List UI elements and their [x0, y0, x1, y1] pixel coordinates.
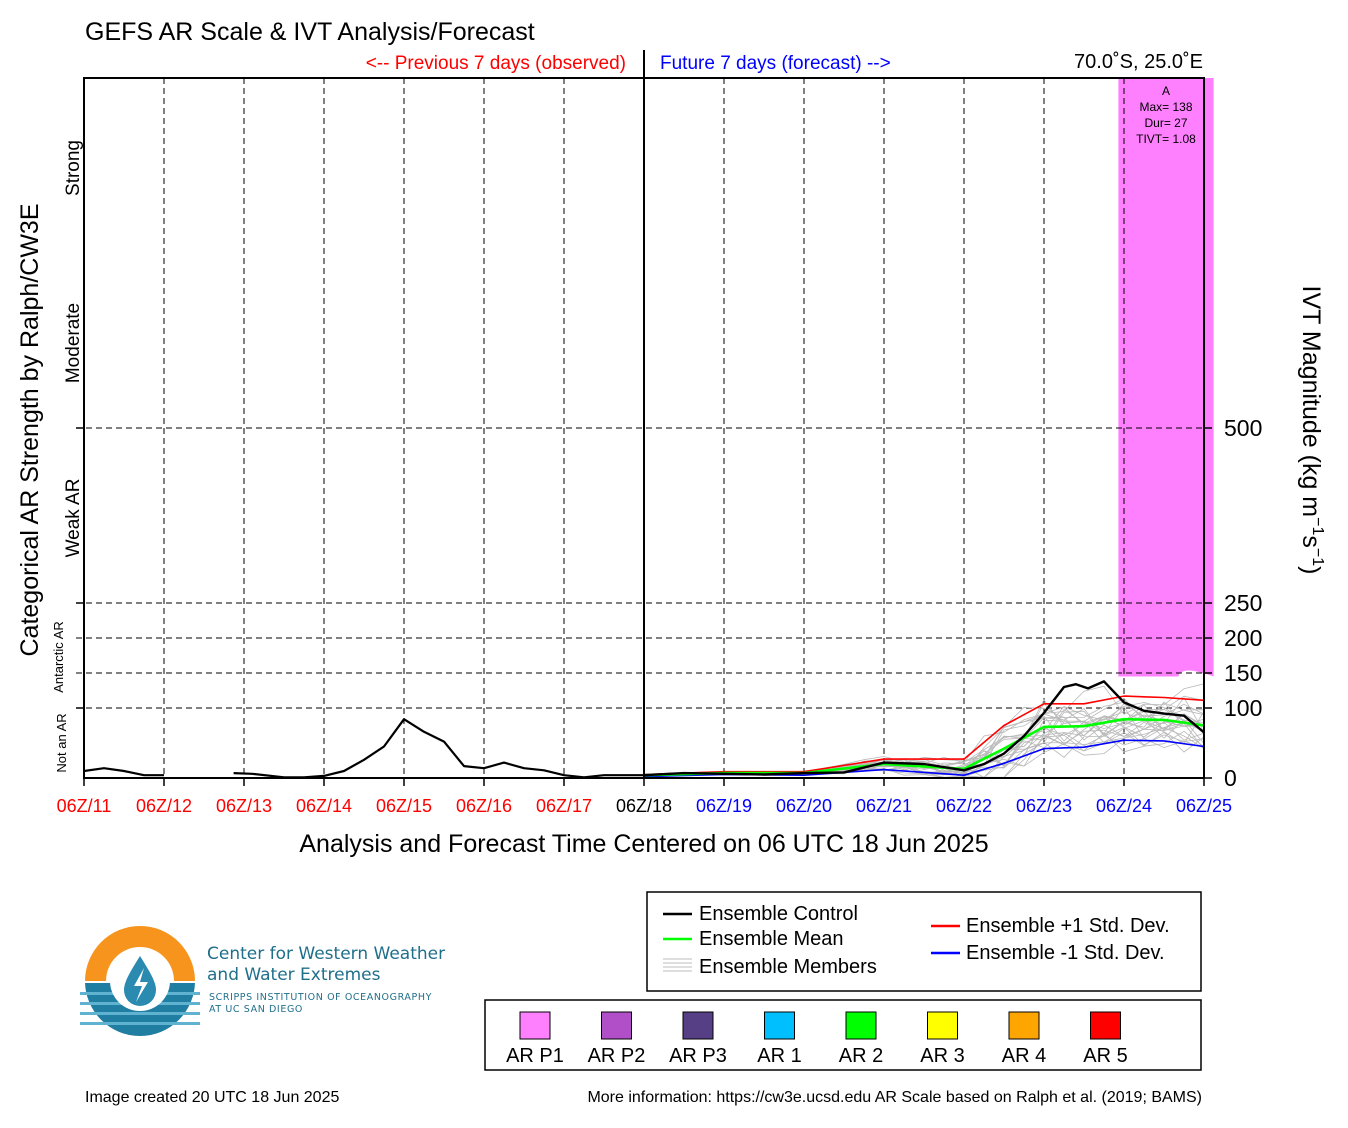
location-label: 70.0˚S, 25.0˚E: [1074, 51, 1203, 73]
x-tick-label: 06Z/20: [776, 796, 832, 816]
x-tick-label: 06Z/17: [536, 796, 592, 816]
logo-line-1: Center for Western Weather: [207, 944, 446, 964]
x-tick-label: 06Z/11: [57, 796, 112, 816]
chart-title: GEFS AR Scale & IVT Analysis/Forecast: [85, 18, 535, 46]
ar-scale-swatch: [845, 1011, 877, 1040]
ar-scale-swatch: [1090, 1011, 1121, 1040]
x-tick-label: 06Z/24: [1096, 796, 1152, 816]
ar-scale-label: AR P3: [669, 1045, 727, 1067]
x-tick-label: 06Z/15: [376, 796, 432, 816]
observed-line: [84, 767, 164, 777]
plot-area: A Max= 138 Dur= 27 TIVT= 1.08: [76, 78, 1214, 778]
ar-scale-label: AR 1: [757, 1045, 801, 1067]
logo-subtitle: SCRIPPS INSTITUTION OF OCEANOGRAPHY AT U…: [209, 992, 432, 1016]
ar-scale-label: AR P2: [588, 1045, 646, 1067]
ylabel-right-sup2: −1: [1309, 548, 1326, 566]
legend-members-label: Ensemble Members: [699, 956, 877, 978]
x-tick-label: 06Z/22: [936, 796, 992, 816]
y-tick-label: 250: [1224, 590, 1262, 616]
category-strong: Strong: [63, 140, 84, 196]
category-not-ar: Not an AR: [54, 713, 69, 772]
ar-scale-label: AR 5: [1083, 1045, 1127, 1067]
x-tick-label: 06Z/13: [216, 796, 272, 816]
future-days-label: Future 7 days (forecast) -->: [660, 53, 891, 74]
plus-std-line: [643, 695, 1204, 776]
ylabel-right-sup1: −1: [1309, 517, 1326, 535]
ar-scale-label: AR P1: [506, 1045, 564, 1067]
x-axis: 06Z/11 06Z/12 06Z/13 06Z/14 06Z/15 06Z/16 06Z/…: [57, 778, 1232, 816]
x-tick-label: 06Z/16: [456, 796, 512, 816]
category-moderate: Moderate: [63, 303, 84, 383]
y-tick-label: 100: [1224, 695, 1262, 721]
legend-plus-label: Ensemble +1 Std. Dev.: [966, 915, 1170, 937]
legend-members-swatch: [663, 958, 692, 972]
ar-event-label: A: [1162, 84, 1170, 98]
y-axis-right: 0 100 150 200 250 500: [1204, 415, 1262, 791]
footer-created: Image created 20 UTC 18 Jun 2025: [85, 1089, 340, 1106]
y-tick-label: 200: [1224, 625, 1262, 651]
ar-scale-swatch: [601, 1011, 632, 1040]
ar-scale-swatch: [1008, 1011, 1040, 1040]
previous-days-label: <-- Previous 7 days (observed): [366, 53, 626, 74]
legend-control-label: Ensemble Control: [699, 903, 858, 925]
footer-info: More information: https://cw3e.ucsd.edu …: [587, 1089, 1202, 1106]
category-antarctic: Antarctic AR: [51, 621, 66, 693]
x-tick-label: 06Z/23: [1016, 796, 1072, 816]
x-tick-label: 06Z/18: [616, 796, 672, 816]
x-axis-label: Analysis and Forecast Time Centered on 0…: [299, 830, 988, 858]
legend-mean-label: Ensemble Mean: [699, 928, 844, 950]
x-tick-label: 06Z/25: [1176, 796, 1232, 816]
series-legend-box: [646, 891, 1202, 992]
series-group: [84, 680, 1204, 778]
legend-minus-label: Ensemble -1 Std. Dev.: [966, 942, 1165, 964]
category-weak: Weak AR: [63, 479, 84, 558]
ar-event-max: Max= 138: [1139, 100, 1192, 114]
observed-line: [233, 718, 644, 778]
y-tick-label: 500: [1224, 415, 1262, 441]
ar-scale-label: AR 2: [839, 1045, 883, 1067]
ar-scale-legend: AR P1 AR P2 AR P3 AR 1 AR 2 AR 3 AR 4 AR 5: [506, 1011, 1128, 1067]
y-tick-label: 0: [1224, 765, 1237, 791]
ensemble-control-line: [643, 680, 1204, 777]
ylabel-right-b: s: [1297, 535, 1325, 548]
ar-scale-label: AR 4: [1002, 1045, 1046, 1067]
logo-sub-1: SCRIPPS INSTITUTION OF OCEANOGRAPHY: [209, 992, 432, 1003]
y-axis-label-left: Categorical AR Strength by Ralph/CW3E: [16, 204, 44, 657]
y-tick-label: 150: [1224, 660, 1262, 686]
x-tick-label: 06Z/19: [696, 796, 752, 816]
ar-scale-swatch: [519, 1011, 551, 1040]
ar-event-tivt: TIVT= 1.08: [1136, 132, 1196, 146]
x-tick-label: 06Z/21: [856, 796, 912, 816]
logo-line-2: and Water Extremes: [207, 965, 381, 985]
ylabel-right-a: IVT Magnitude (kg m: [1297, 286, 1325, 518]
ar-event-dur: Dur= 27: [1144, 116, 1187, 130]
ar-scale-label: AR 3: [920, 1045, 964, 1067]
y-axis-label-right: IVT Magnitude (kg m−1s−1): [1297, 286, 1326, 575]
logo-sub-2: AT UC SAN DIEGO: [209, 1004, 303, 1015]
ylabel-right-c: ): [1297, 566, 1325, 574]
logo-title: Center for Western Weather and Water Ext…: [207, 944, 445, 986]
ar-event-shading: [1118, 78, 1214, 677]
cw3e-logo: [80, 926, 200, 1036]
x-tick-label: 06Z/14: [296, 796, 352, 816]
ar-scale-swatch: [764, 1011, 795, 1040]
ar-scale-swatch: [927, 1011, 958, 1040]
minus-std-line: [643, 739, 1204, 778]
ar-scale-swatch: [682, 1011, 714, 1040]
x-tick-label: 06Z/12: [136, 796, 192, 816]
